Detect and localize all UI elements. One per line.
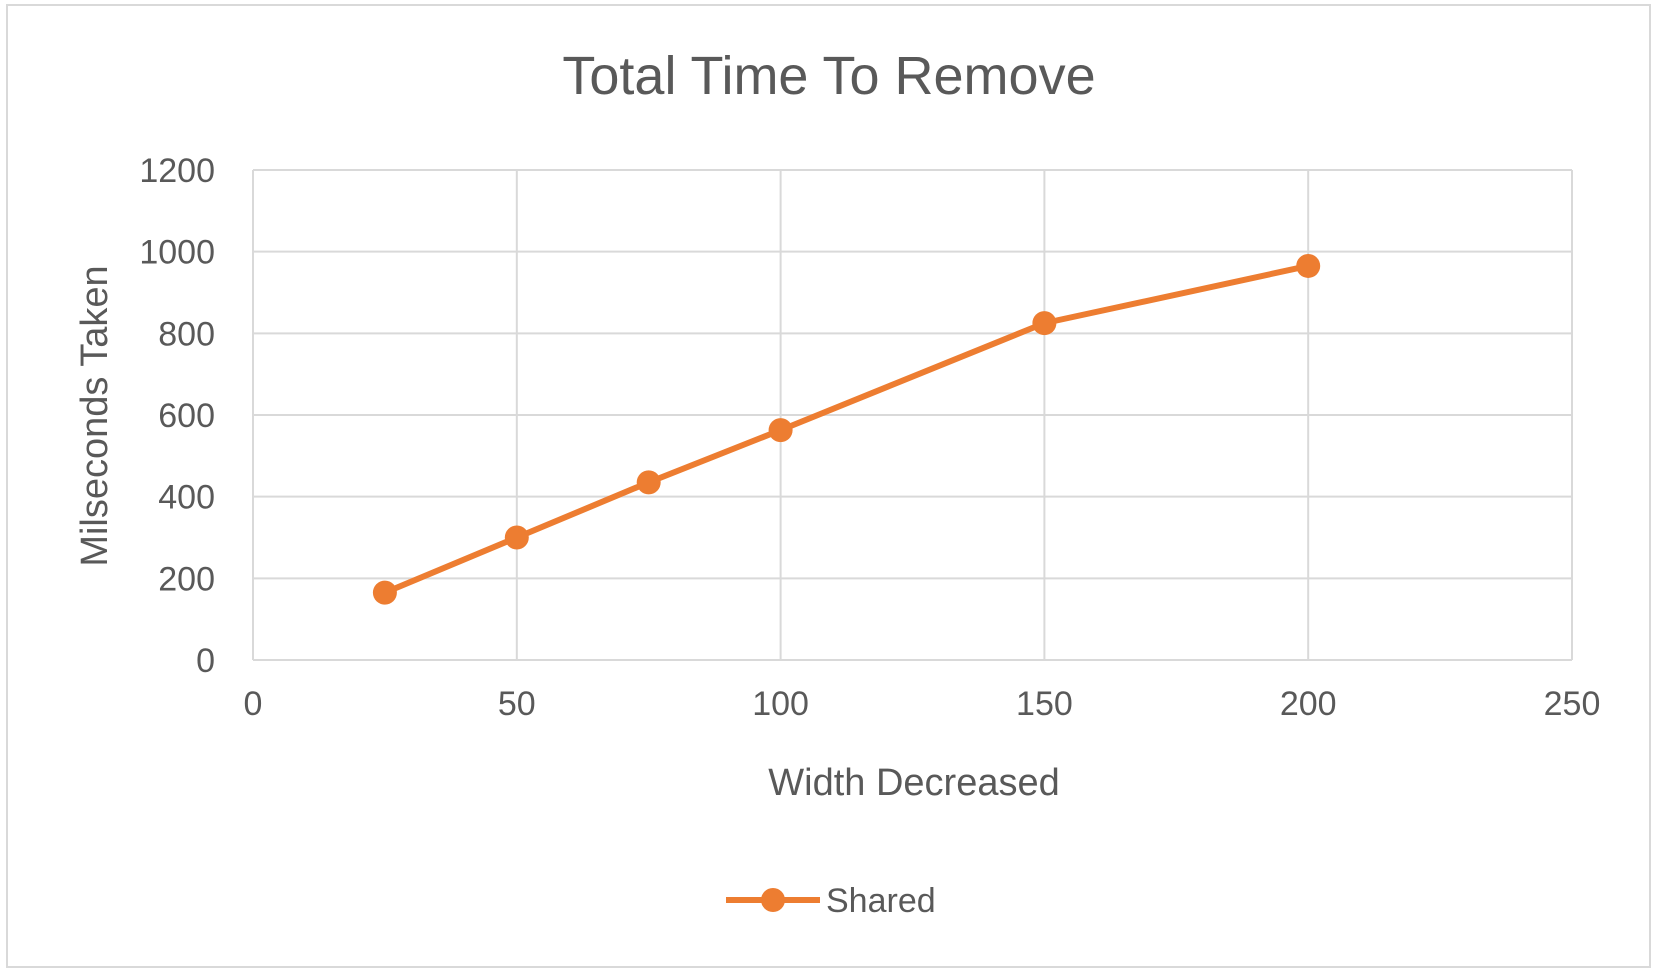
y-tick-label: 1000 [139, 234, 215, 272]
x-axis-title: Width Decreased [768, 762, 1059, 804]
chart-title: Total Time To Remove [562, 46, 1095, 106]
x-axis-ticks: 0 50 100 150 200 250 [244, 685, 1601, 723]
x-tick-label: 250 [1544, 685, 1601, 723]
y-tick-label: 0 [196, 642, 215, 680]
data-point [372, 580, 397, 605]
x-tick-label: 50 [498, 685, 536, 723]
grid-lines [252, 169, 1573, 661]
y-axis-title: Milseconds Taken [74, 265, 116, 566]
legend-label: Shared [826, 882, 936, 920]
y-tick-label: 1200 [139, 152, 215, 190]
data-point [768, 418, 793, 443]
data-point [504, 525, 529, 550]
y-tick-label: 400 [158, 479, 215, 517]
data-point [1032, 311, 1057, 336]
y-tick-label: 800 [158, 315, 215, 353]
y-tick-label: 200 [158, 560, 215, 598]
series-layer [372, 253, 1321, 605]
y-axis-ticks: 0 200 400 600 800 1000 1200 [139, 152, 215, 680]
y-tick-label: 600 [158, 397, 215, 435]
legend: Shared [726, 882, 936, 920]
data-point [636, 470, 661, 495]
series-line-shared [381, 262, 1312, 596]
x-tick-label: 150 [1016, 685, 1073, 723]
x-tick-label: 0 [244, 685, 263, 723]
data-point [1296, 253, 1321, 278]
x-tick-label: 200 [1280, 685, 1337, 723]
chart-frame [6, 4, 1651, 968]
x-tick-label: 100 [752, 685, 809, 723]
legend-marker [761, 888, 785, 912]
